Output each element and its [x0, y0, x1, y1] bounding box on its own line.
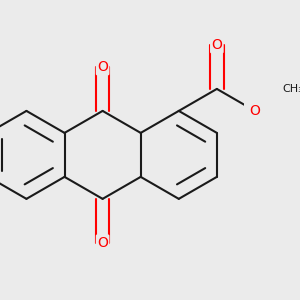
Text: O: O	[212, 38, 222, 52]
Text: CH₃: CH₃	[283, 84, 300, 94]
Text: O: O	[250, 104, 260, 118]
Text: O: O	[97, 236, 108, 250]
Text: O: O	[97, 60, 108, 74]
